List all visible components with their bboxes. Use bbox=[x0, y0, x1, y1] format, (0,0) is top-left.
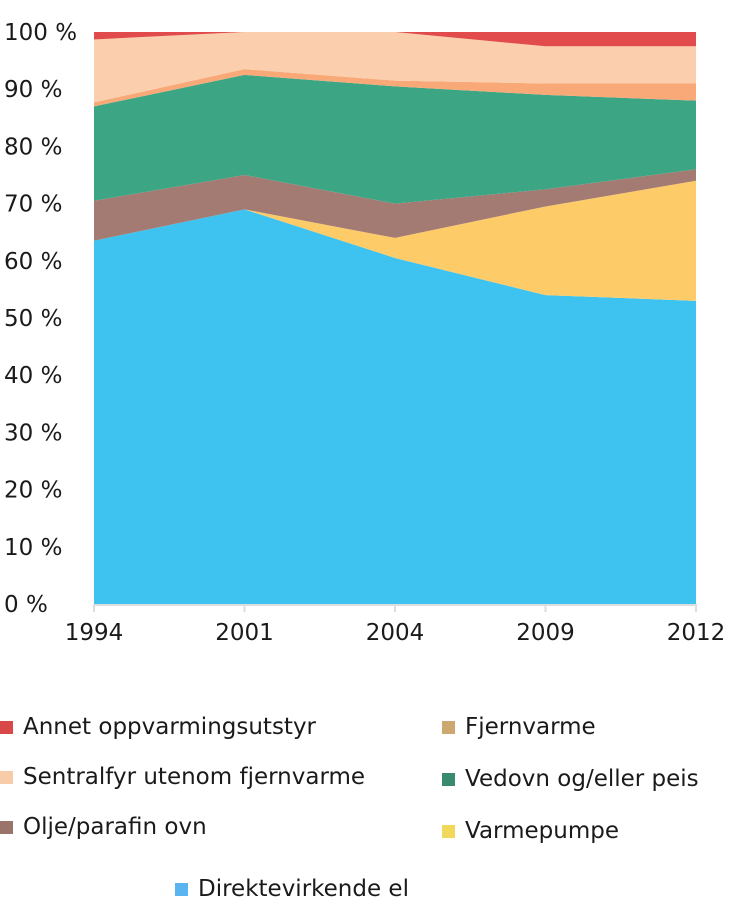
y-tick-label: 30 % bbox=[4, 420, 62, 446]
y-axis-tick-labels: 0 % 10 % 20 % 30 % 40 % 50 % 60 % 70 % 80 % 90 % 1… bbox=[4, 20, 77, 618]
x-axis-ticks bbox=[93, 604, 697, 612]
area-direktevirkende-el bbox=[94, 209, 696, 604]
area-sentralfyr-utenom-fjernvarme bbox=[94, 32, 696, 103]
legend-label: Olje/parafin ovn bbox=[23, 814, 207, 840]
chart-legend: Annet oppvarmingsutstyr Fjernvarme Sentral… bbox=[0, 700, 730, 919]
legend-swatch bbox=[442, 772, 455, 786]
legend-swatch bbox=[0, 770, 13, 784]
x-tick-label: 2012 bbox=[667, 620, 726, 646]
y-tick-label: 10 % bbox=[4, 535, 62, 561]
y-tick-label: 80 % bbox=[4, 134, 62, 160]
legend-label: Vedovn og/eller peis bbox=[465, 766, 699, 792]
legend-item: Annet oppvarmingsutstyr bbox=[0, 714, 316, 740]
area-annet-oppvarmingsutstyr bbox=[94, 32, 696, 47]
y-tick-label: 50 % bbox=[4, 306, 62, 332]
y-tick-label: 70 % bbox=[4, 192, 62, 218]
legend-item: Sentralfyr utenom fjernvarme bbox=[0, 764, 365, 790]
area-olje-parafin-ovn bbox=[94, 169, 696, 241]
y-tick-label: 20 % bbox=[4, 478, 62, 504]
y-tick-label: 40 % bbox=[4, 363, 62, 389]
legend-item: Fjernvarme bbox=[442, 714, 596, 740]
legend-item: Direktevirkende el bbox=[175, 876, 409, 902]
legend-item: Vedovn og/eller peis bbox=[442, 766, 699, 792]
legend-item: Varmepumpe bbox=[442, 818, 619, 844]
y-tick-label: 100 % bbox=[4, 20, 77, 46]
legend-label: Direktevirkende el bbox=[198, 876, 409, 902]
y-tick-label: 90 % bbox=[4, 77, 62, 103]
legend-label: Annet oppvarmingsutstyr bbox=[23, 714, 317, 740]
legend-swatch bbox=[442, 720, 455, 734]
area-fjernvarme bbox=[94, 69, 696, 107]
area-series-group bbox=[94, 32, 696, 604]
area-varmepumpe bbox=[94, 180, 696, 301]
legend-swatch bbox=[0, 720, 13, 734]
x-tick-label: 2001 bbox=[215, 620, 274, 646]
y-tick-label: 60 % bbox=[4, 249, 62, 275]
legend-swatch bbox=[175, 882, 188, 896]
x-axis-tick-labels: 1994 2001 2004 2009 2012 bbox=[65, 620, 726, 646]
x-tick-label: 1994 bbox=[65, 620, 124, 646]
y-tick-label: 0 % bbox=[4, 592, 48, 618]
legend-label: Varmepumpe bbox=[465, 818, 619, 844]
stacked-area-chart: 0 % 10 % 20 % 30 % 40 % 50 % 60 % 70 % 80 % 90 % 1… bbox=[4, 20, 726, 646]
legend-label: Sentralfyr utenom fjernvarme bbox=[23, 764, 366, 790]
legend-swatch bbox=[0, 820, 13, 834]
x-tick-label: 2004 bbox=[366, 620, 425, 646]
legend-label: Fjernvarme bbox=[465, 714, 596, 740]
legend-swatch bbox=[442, 824, 455, 838]
x-tick-label: 2009 bbox=[516, 620, 575, 646]
area-vedovn-og-eller-peis bbox=[94, 74, 696, 204]
legend-item: Olje/parafin ovn bbox=[0, 814, 207, 840]
